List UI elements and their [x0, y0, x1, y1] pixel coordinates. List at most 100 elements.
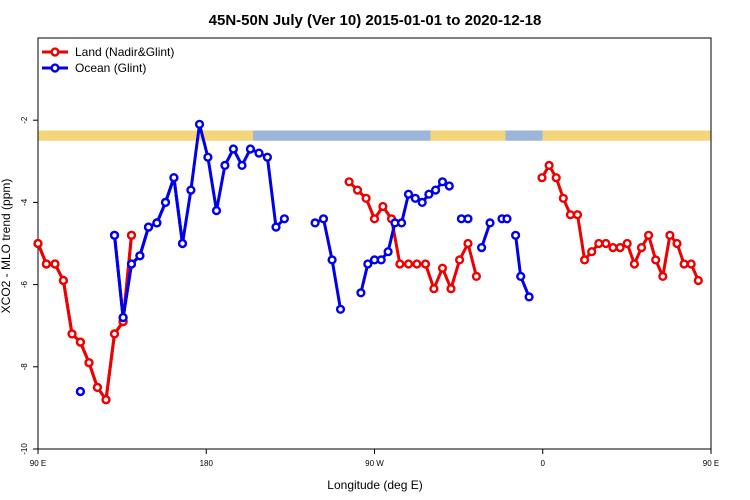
strip-segment-ocean: [505, 130, 543, 141]
data-point-land: [665, 230, 675, 240]
data-point-ocean: [262, 152, 273, 162]
strip-segment-ocean: [252, 130, 431, 141]
legend: Land (Nadir&Glint) Ocean (Glint): [42, 45, 174, 75]
data-point-land: [615, 243, 625, 253]
data-point-land: [622, 238, 632, 249]
data-point-land: [572, 210, 583, 220]
data-point-ocean: [245, 144, 256, 154]
data-point-ocean: [109, 230, 120, 240]
strip-segment-land: [430, 130, 506, 141]
data-point-land: [75, 337, 86, 347]
data-point-ocean: [228, 144, 239, 154]
y-axis-label: XCO2 - MLO trend (ppm): [0, 179, 13, 314]
data-point-ocean: [437, 177, 448, 187]
data-point-land: [565, 210, 576, 220]
land-ocean-strip: [38, 130, 711, 141]
data-point-land: [361, 193, 371, 203]
y-tick-label: -8: [20, 363, 29, 371]
data-point-ocean: [279, 214, 290, 224]
data-point-land: [601, 238, 611, 249]
y-axis: -10 -8 -6 -4 -2: [20, 116, 38, 455]
x-tick-label: 180: [200, 459, 214, 468]
x-tick-label: 0: [541, 459, 546, 468]
data-point-land: [412, 259, 422, 269]
y-tick-label: -6: [20, 280, 29, 288]
data-point-ocean: [118, 312, 128, 323]
data-point-ocean: [485, 218, 495, 228]
data-point-ocean: [335, 304, 346, 314]
data-point-ocean: [397, 218, 407, 228]
data-point-land: [679, 259, 689, 269]
data-point-ocean: [410, 193, 420, 203]
data-point-ocean: [75, 386, 86, 397]
data-point-land: [101, 395, 111, 405]
data-point-land: [92, 382, 103, 393]
series-layer: [33, 119, 703, 405]
x-tick-label: 90 E: [30, 459, 46, 468]
data-point-land: [686, 259, 696, 269]
data-point-land: [672, 238, 682, 249]
x-tick-label: 90 E: [703, 459, 719, 468]
data-point-land: [395, 259, 405, 269]
legend-label-land: Land (Nadir&Glint): [75, 45, 174, 59]
data-point-ocean: [417, 197, 427, 208]
data-point-land: [658, 271, 668, 282]
x-axis-label: Longitude (deg E): [327, 478, 422, 492]
data-point-land: [109, 329, 120, 339]
data-point-land: [33, 238, 43, 249]
data-point-ocean: [186, 185, 196, 195]
x-tick-label: 90 W: [365, 459, 384, 468]
data-point-ocean: [271, 222, 281, 232]
data-point-ocean: [403, 189, 414, 199]
data-point-land: [84, 358, 94, 368]
data-point-land: [126, 230, 137, 240]
data-point-ocean: [211, 206, 222, 216]
data-point-ocean: [431, 185, 441, 195]
data-point-land: [551, 173, 561, 183]
data-point-ocean: [477, 243, 487, 253]
data-point-land: [471, 271, 482, 282]
data-point-ocean: [135, 251, 145, 261]
data-point-ocean: [254, 148, 264, 158]
data-point-land: [651, 255, 661, 265]
data-point-ocean: [502, 214, 512, 224]
data-point-land: [446, 284, 456, 294]
data-point-land: [41, 259, 52, 269]
data-point-land: [636, 243, 647, 253]
data-point-ocean: [318, 214, 329, 224]
strip-segment-land: [38, 130, 253, 141]
data-point-land: [50, 259, 60, 269]
data-point-ocean: [169, 173, 179, 183]
data-point-ocean: [444, 181, 454, 191]
x-axis: 90 E 180 90 W 0 90 E: [30, 449, 719, 468]
data-point-land: [587, 247, 597, 257]
data-point-ocean: [363, 259, 373, 269]
legend-marker-land: [50, 47, 60, 57]
series-line-ocean: [514, 235, 531, 298]
data-point-ocean: [160, 197, 171, 208]
data-point-land: [544, 160, 554, 171]
data-point-ocean: [376, 255, 386, 265]
data-point-land: [437, 263, 448, 273]
data-point-land: [403, 259, 414, 269]
data-point-land: [629, 259, 640, 269]
data-point-ocean: [194, 119, 205, 129]
data-point-ocean: [177, 238, 188, 249]
data-point-land: [378, 201, 388, 212]
data-point-land: [594, 238, 604, 249]
data-point-land: [352, 185, 363, 195]
y-tick-label: -10: [20, 443, 29, 455]
y-tick-label: -2: [20, 116, 29, 124]
data-point-land: [344, 177, 354, 187]
data-point-ocean: [356, 288, 366, 298]
data-point-ocean: [203, 152, 213, 162]
y-tick-label: -4: [20, 198, 29, 206]
legend-label-ocean: Ocean (Glint): [75, 61, 146, 75]
data-point-ocean: [463, 214, 473, 224]
data-point-ocean: [524, 292, 534, 302]
data-point-ocean: [152, 218, 162, 228]
data-point-land: [558, 193, 568, 203]
data-point-land: [693, 275, 703, 286]
data-point-land: [67, 329, 77, 339]
